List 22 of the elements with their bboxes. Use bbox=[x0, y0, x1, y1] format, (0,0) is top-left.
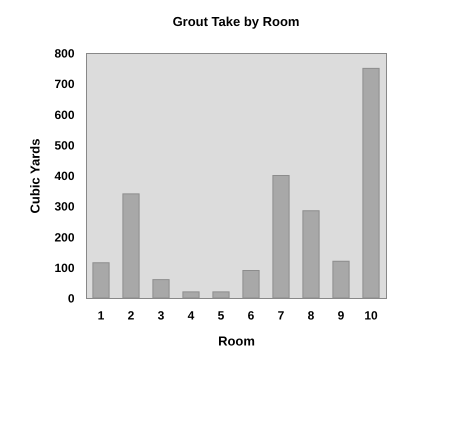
x-tick-label: 7 bbox=[278, 308, 285, 322]
x-tick-label: 5 bbox=[218, 308, 225, 322]
x-tick-label: 1 bbox=[98, 308, 105, 322]
x-tick-label: 2 bbox=[128, 308, 135, 322]
y-axis-title: Cubic Yards bbox=[27, 138, 42, 214]
y-tick-label: 200 bbox=[54, 230, 75, 244]
y-tick-label: 400 bbox=[54, 169, 75, 183]
y-tick-label: 800 bbox=[54, 46, 75, 60]
x-tick-label: 10 bbox=[364, 308, 378, 322]
y-tick-label: 700 bbox=[54, 77, 75, 92]
y-tick-label: 100 bbox=[54, 260, 75, 275]
chart-title: Grout Take by Room bbox=[172, 14, 300, 29]
x-tick-label: 8 bbox=[308, 308, 315, 322]
x-tick-label: 9 bbox=[338, 308, 345, 322]
y-tick-label: 600 bbox=[54, 108, 75, 122]
x-tick-label: 4 bbox=[188, 308, 195, 322]
y-tick-label: 0 bbox=[68, 292, 75, 306]
y-tick-label: 300 bbox=[54, 200, 75, 214]
x-axis-title: Room bbox=[218, 334, 255, 348]
x-tick-label: 6 bbox=[248, 308, 255, 322]
y-tick-label: 500 bbox=[54, 138, 75, 152]
x-tick-label: 3 bbox=[158, 308, 165, 322]
